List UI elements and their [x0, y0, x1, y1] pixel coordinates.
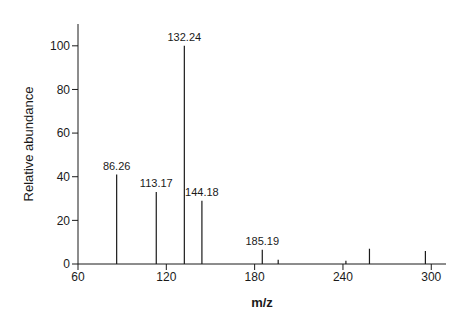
svg-text:100: 100 [50, 39, 70, 53]
svg-text:80: 80 [57, 83, 71, 97]
svg-text:185.19: 185.19 [245, 235, 279, 247]
svg-text:300: 300 [421, 270, 441, 284]
svg-text:120: 120 [156, 270, 176, 284]
svg-text:132.24: 132.24 [168, 31, 202, 43]
svg-text:86.26: 86.26 [103, 160, 131, 172]
svg-text:240: 240 [333, 270, 353, 284]
svg-text:113.17: 113.17 [140, 177, 173, 189]
svg-text:180: 180 [245, 270, 265, 284]
svg-text:Relative abundance: Relative abundance [21, 87, 36, 202]
svg-text:60: 60 [57, 126, 71, 140]
svg-text:60: 60 [71, 270, 85, 284]
svg-text:20: 20 [57, 214, 71, 228]
svg-text:m/z: m/z [251, 295, 273, 310]
svg-text:0: 0 [63, 257, 70, 271]
svg-text:40: 40 [57, 170, 71, 184]
svg-text:144.18: 144.18 [185, 186, 219, 198]
